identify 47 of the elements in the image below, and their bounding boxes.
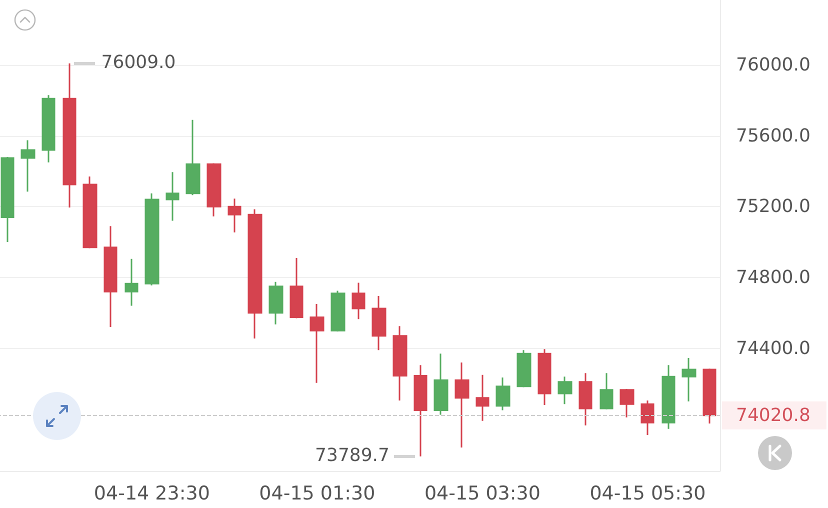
candlestick: [104, 225, 118, 328]
candlestick: [144, 192, 160, 286]
candlestick: [578, 372, 592, 426]
annotation: 76009.0: [101, 52, 176, 74]
candlestick: [640, 400, 654, 436]
y-tick-label: 74800.0: [736, 266, 810, 288]
candlestick: [268, 281, 284, 326]
candlestick: [42, 94, 56, 164]
candlestick: [372, 295, 386, 351]
candlestick: [228, 198, 242, 234]
candlestick: [392, 325, 408, 402]
ref-line-label: 74020.8: [736, 404, 810, 426]
candlestick: [414, 364, 428, 458]
y-tick-label: 76000.0: [736, 54, 810, 76]
candlestick: [454, 362, 470, 448]
candlestick: [310, 303, 324, 384]
candlestick: [600, 372, 614, 410]
candlestick: [248, 208, 262, 340]
candlestick: [682, 357, 696, 402]
candlestick: [82, 176, 98, 249]
y-tick-label: 75200.0: [736, 196, 810, 218]
candlestick: [0, 156, 14, 243]
y-tick-label: 75600.0: [736, 125, 810, 146]
candlestick: [166, 171, 180, 222]
candlestick: [476, 374, 490, 422]
candlestick: [558, 376, 572, 405]
x-tick-label: 04-15 03:30: [424, 482, 540, 504]
candlestick: [620, 388, 634, 418]
x-tick-label: 04-15 01:30: [259, 482, 376, 504]
candlestick: [186, 119, 200, 196]
annotation: 73789.7: [315, 445, 390, 468]
candlestick: [62, 62, 76, 208]
candlestick: [352, 282, 366, 320]
candlestick: [496, 376, 510, 412]
candlestick: [702, 368, 716, 424]
x-tick-label: 04-15 05:30: [590, 482, 706, 504]
candlestick: [330, 290, 346, 332]
candlestick: [206, 162, 222, 218]
candlestick: [516, 349, 532, 388]
candlestick: [538, 348, 552, 406]
candlestick: [662, 364, 676, 430]
candlestick: [434, 352, 448, 416]
candlestick: [20, 139, 36, 192]
candlestick: [124, 258, 138, 307]
x-tick-label: 04-14 23:30: [94, 482, 210, 504]
candlestick: [290, 257, 304, 319]
y-tick-label: 74400.0: [736, 338, 810, 359]
